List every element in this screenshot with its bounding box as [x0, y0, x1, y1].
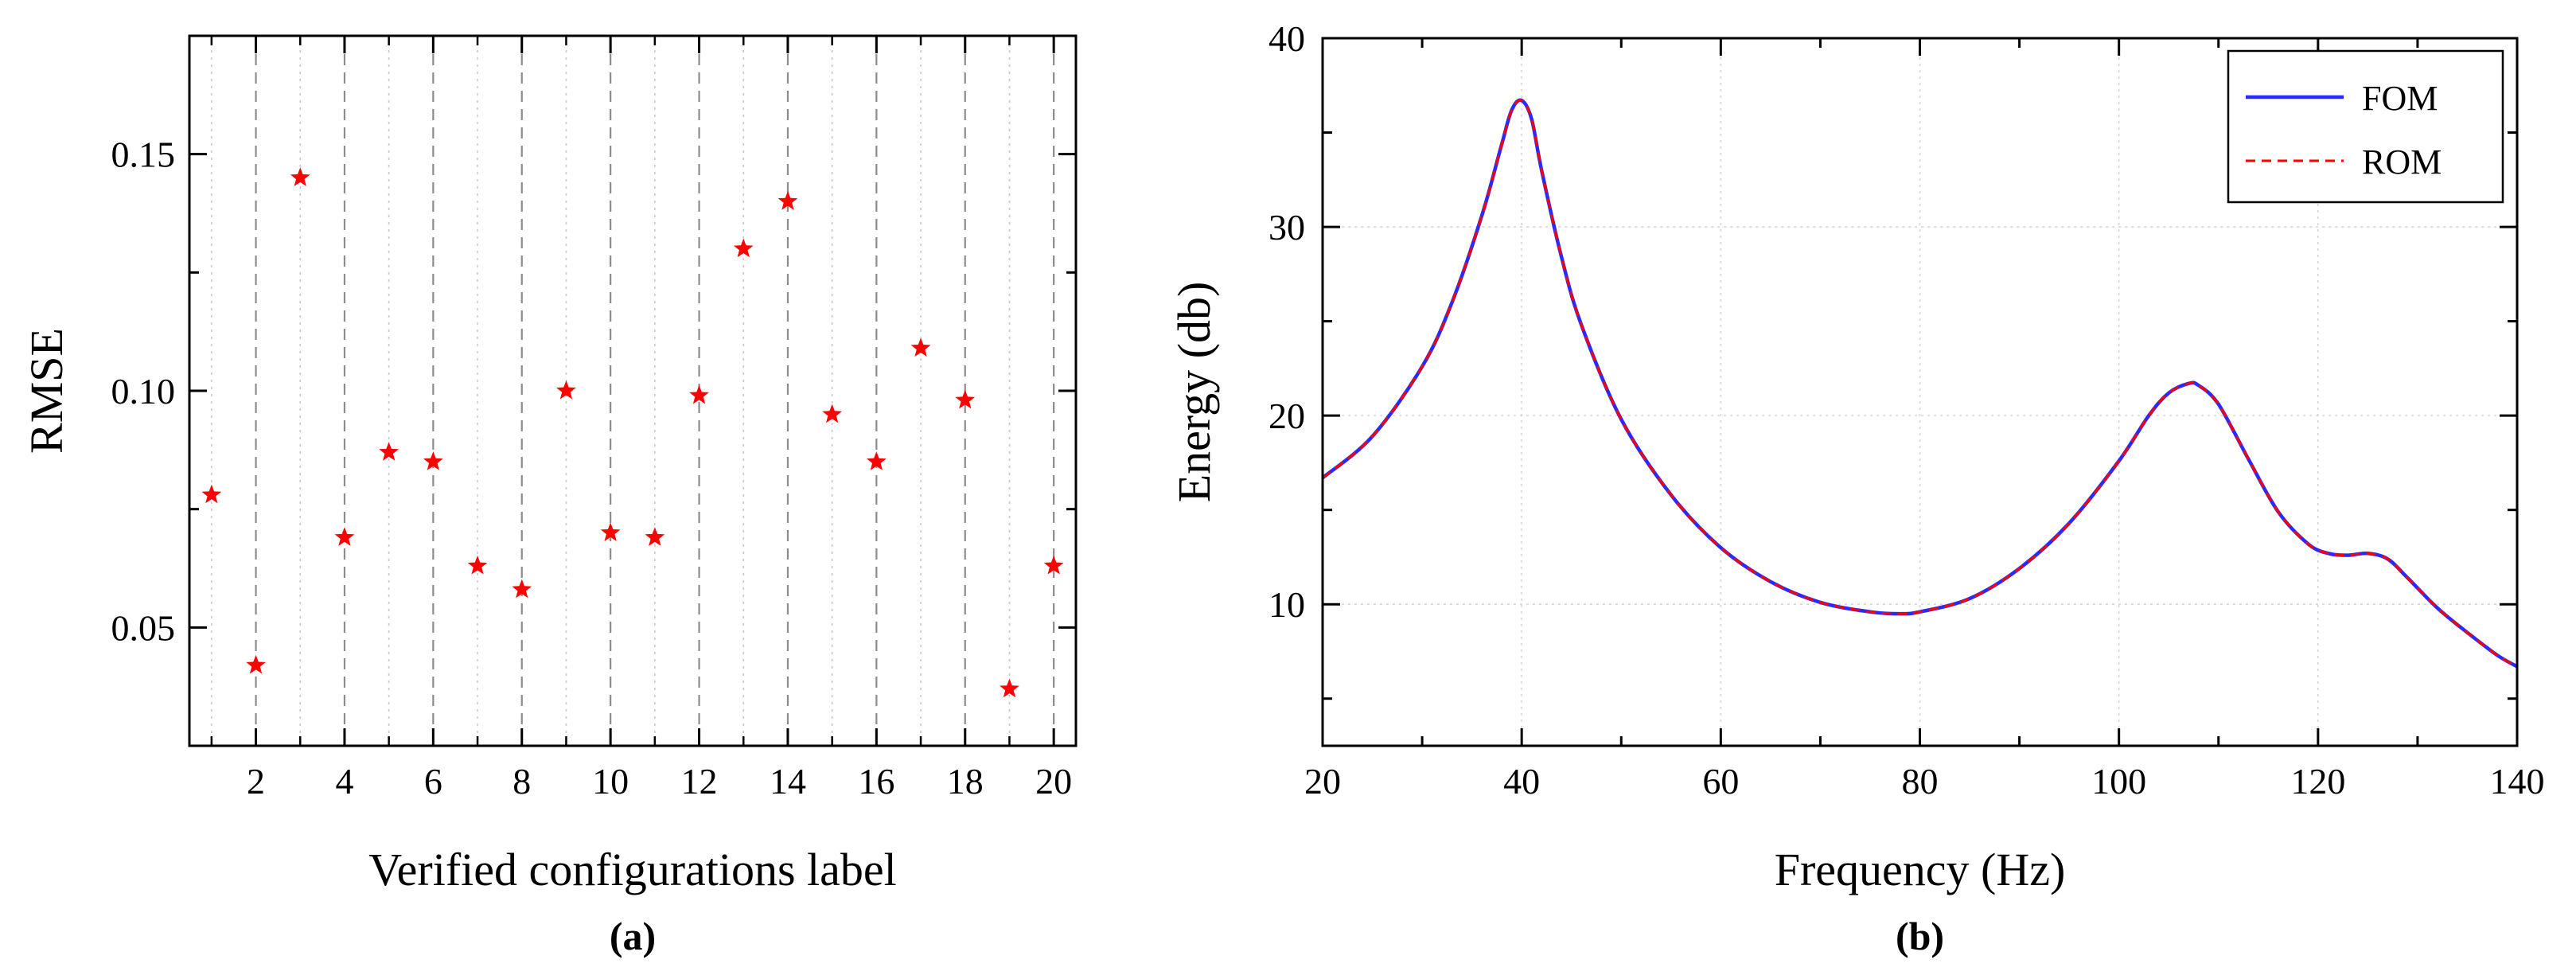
panel-b-label: (b) — [1896, 914, 1944, 958]
panel-b-x-tick-label: 40 — [1503, 761, 1540, 802]
panel-b-energy-line: 20 40 60 80 100 120 140 10 20 30 40 FOM ROM Energy … — [1168, 18, 2545, 958]
panel-a-star-point — [689, 384, 709, 404]
panel-a-y-tick-label: 0.10 — [111, 371, 176, 411]
panel-b-y-tick-label: 20 — [1269, 396, 1305, 436]
panel-a-star-point — [512, 579, 532, 599]
panel-b-x-axis-title: Frequency (Hz) — [1775, 844, 2066, 895]
panel-b-grid — [1323, 38, 2517, 746]
panel-b-legend: FOM ROM — [2227, 49, 2504, 204]
panel-b-legend-label-rom: ROM — [2362, 142, 2442, 181]
panel-a-y-axis-title: RMSE — [21, 328, 72, 454]
panel-b-y-tick-label: 10 — [1269, 584, 1305, 625]
panel-a-star-point — [777, 191, 798, 210]
panel-a-rmse-scatter: 2 4 6 8 10 12 14 16 18 20 0.05 0.10 0.15 RMSE Verifi… — [21, 34, 1078, 958]
panel-a-star-point — [201, 484, 222, 504]
panel-a-y-tick-label: 0.15 — [111, 135, 176, 175]
panel-a-x-tick-label: 20 — [1035, 761, 1072, 802]
panel-a-grid — [211, 36, 1055, 746]
panel-a-x-tick-label: 2 — [247, 761, 265, 802]
panel-a-x-tick-label: 18 — [947, 761, 984, 802]
panel-a-frame — [188, 34, 1078, 747]
panel-a-star-point — [290, 167, 310, 186]
panel-a-star-point — [955, 389, 976, 409]
panel-a-star-point — [645, 527, 665, 546]
panel-a-star-point — [467, 556, 488, 575]
panel-b-y-tick-label: 40 — [1269, 18, 1305, 59]
panel-a-star-point — [246, 654, 266, 674]
panel-b-ticks: 20 40 60 80 100 120 140 10 20 30 40 — [1269, 18, 2545, 802]
panel-a-star-point — [423, 451, 443, 470]
panel-a-star-point — [822, 404, 842, 423]
panel-b-y-tick-label: 30 — [1269, 207, 1305, 248]
panel-a-star-point — [910, 337, 931, 357]
panel-b-y-axis-title: Energy (db) — [1168, 282, 1220, 503]
panel-b-x-tick-label: 100 — [2091, 761, 2146, 802]
panel-a-x-tick-label: 8 — [512, 761, 531, 802]
panel-a-ticks: 2 4 6 8 10 12 14 16 18 20 0.05 0.10 0.15 — [111, 34, 1076, 802]
panel-a-x-axis-title: Verified configurations label — [368, 844, 897, 895]
panel-b-legend-box — [2227, 49, 2504, 204]
panel-a-x-tick-label: 6 — [424, 761, 442, 802]
panel-b-x-tick-label: 20 — [1304, 761, 1341, 802]
panel-a-markers — [201, 167, 1064, 698]
panel-a-star-point — [334, 527, 355, 546]
panel-b-x-tick-label: 60 — [1702, 761, 1739, 802]
panel-a-x-tick-label: 14 — [770, 761, 806, 802]
panel-a-star-point — [379, 442, 399, 461]
panel-b-frame — [1321, 37, 2519, 747]
panel-a-star-point — [600, 522, 621, 541]
panel-a-star-point — [733, 238, 754, 258]
panel-a-star-point — [556, 380, 576, 400]
panel-a-x-tick-label: 16 — [858, 761, 894, 802]
panel-a-star-point — [1043, 556, 1064, 575]
panel-a-x-tick-label: 10 — [592, 761, 629, 802]
panel-b-series-rom-line — [1322, 99, 2518, 668]
panel-b-series-lines — [1321, 98, 2519, 669]
panel-a-y-tick-label: 0.05 — [111, 607, 176, 648]
panel-b-x-tick-label: 120 — [2290, 761, 2345, 802]
panel-b-legend-label-fom: FOM — [2362, 79, 2438, 118]
panel-a-label: (a) — [610, 914, 656, 958]
panel-b-x-tick-label: 140 — [2490, 761, 2545, 802]
panel-a-x-tick-label: 12 — [681, 761, 718, 802]
panel-a-star-point — [1000, 678, 1019, 698]
panel-a-star-point — [867, 451, 887, 470]
panel-b-x-tick-label: 80 — [1902, 761, 1939, 802]
panel-a-x-tick-label: 4 — [335, 761, 353, 802]
